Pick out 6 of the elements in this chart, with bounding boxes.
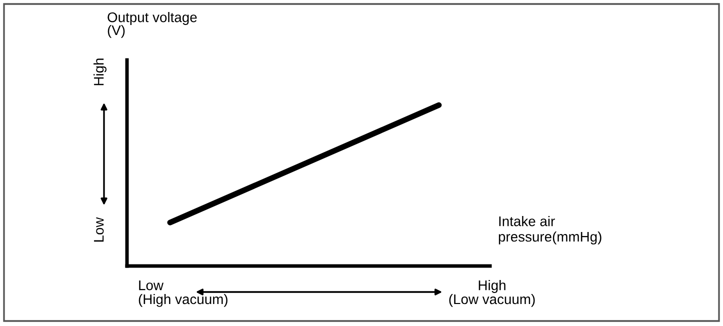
text: High (Low vacuum) bbox=[449, 280, 535, 307]
text: High bbox=[94, 58, 106, 86]
text: Low bbox=[94, 217, 104, 242]
y-axis-title: Output voltage (V) bbox=[108, 12, 197, 38]
text: Low (High vacuum) bbox=[138, 280, 228, 307]
x-axis-title: Intake air pressure(mmHg) bbox=[498, 216, 602, 244]
